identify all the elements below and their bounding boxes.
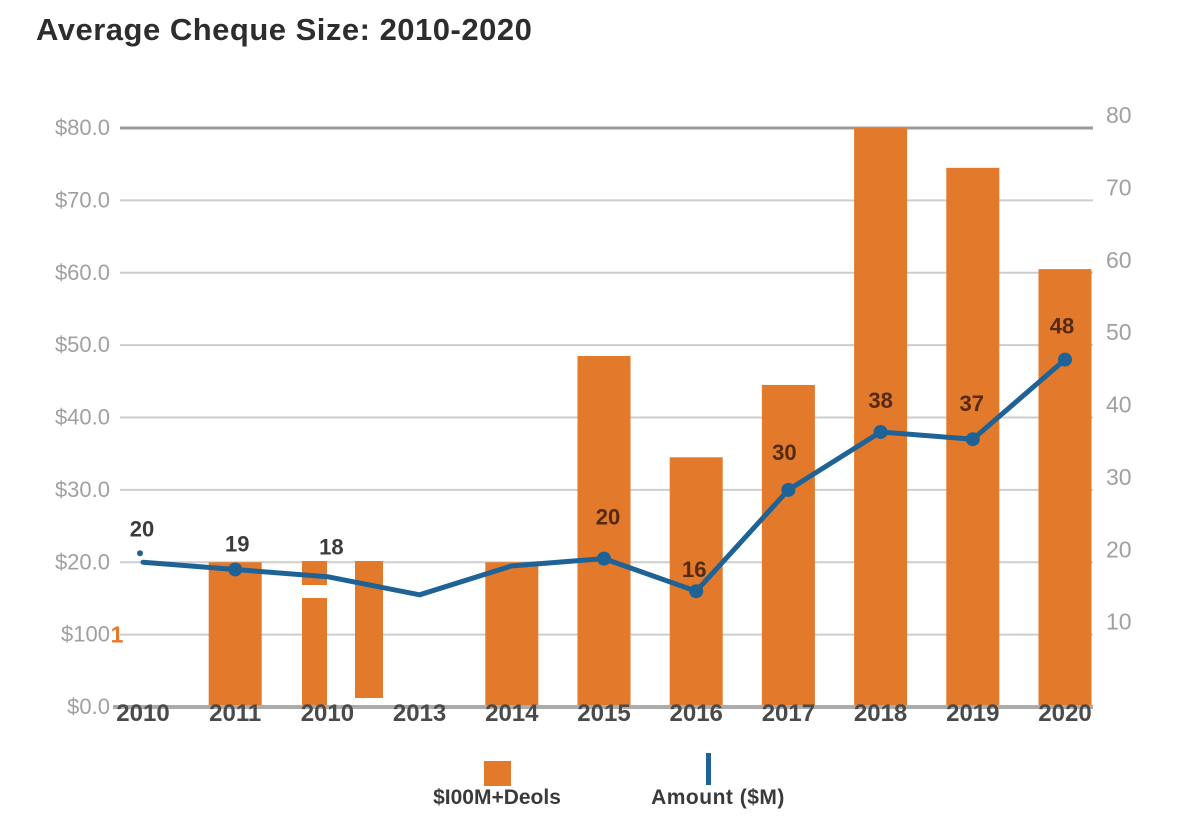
- bar-strip-a: [302, 561, 327, 705]
- bar-2011: [208, 562, 262, 705]
- x-label-7: 2017: [762, 700, 815, 727]
- line-marker-6: [689, 584, 704, 599]
- x-label-6: 2016: [670, 700, 723, 727]
- point-label-6: 16: [682, 557, 706, 582]
- line-marker-10: [1058, 352, 1072, 367]
- point-label-0: 20: [130, 516, 154, 541]
- bar-strip-notch: [300, 585, 329, 598]
- x-label-5: 2015: [577, 700, 630, 727]
- x-label-1: 2011: [209, 700, 261, 727]
- y-left-label-1: $70.0: [55, 187, 110, 212]
- x-label-0: 2010: [116, 700, 169, 727]
- x-label-3: 2013: [393, 700, 446, 727]
- point-label-9: 37: [960, 391, 984, 416]
- bar-2017: [761, 384, 815, 705]
- line-marker-8: [873, 424, 888, 439]
- x-label-8: 2018: [854, 700, 907, 727]
- line-marker-1: [228, 562, 243, 577]
- y-right-label-6: 20: [1106, 536, 1132, 562]
- legend-bar-label: $I00M+Deols: [433, 786, 561, 809]
- x-label-10: 2020: [1038, 700, 1091, 727]
- line-marker-7: [781, 482, 796, 497]
- y-right-label-4: 40: [1106, 392, 1132, 418]
- x-label-4: 2014: [485, 700, 539, 727]
- bar-2020: [1038, 269, 1092, 705]
- bar-2018: [854, 128, 908, 705]
- x-label-2: 2010: [301, 700, 354, 727]
- bar-2014: [485, 562, 539, 705]
- point-label-2: 18: [319, 535, 343, 560]
- legend-line-swatch: [706, 753, 711, 785]
- y-right-label-3: 50: [1106, 319, 1132, 345]
- y-left-label-8: $0.0: [67, 694, 110, 719]
- y-right-label-5: 30: [1106, 464, 1132, 490]
- y-left-label-2: $60.0: [55, 260, 110, 285]
- y-left-label-7: $100: [61, 622, 110, 647]
- y-right-label-7: 10: [1106, 609, 1132, 635]
- bar-2016: [669, 457, 723, 705]
- y-right-label-0: 80: [1106, 102, 1132, 128]
- point-label-8: 38: [868, 388, 892, 413]
- y-left-label-6: $20.0: [55, 549, 110, 574]
- chart-title: Average Cheque Size: 2010-2020: [36, 12, 533, 47]
- point-label-1: 19: [225, 531, 249, 556]
- y-left-label-3: $50.0: [55, 332, 110, 357]
- line-marker-5: [597, 551, 611, 566]
- x-label-9: 2019: [946, 700, 999, 727]
- legend-bar-swatch: [484, 761, 511, 786]
- stray-orange-label: 1: [111, 622, 124, 648]
- line-marker-9: [965, 432, 980, 447]
- y-right-label-2: 60: [1106, 247, 1132, 273]
- y-right-label-1: 70: [1106, 174, 1132, 200]
- point-label-5: 20: [596, 505, 620, 530]
- legend-line-label: Amount ($M): [651, 786, 785, 809]
- line-marker-0: [137, 550, 143, 557]
- y-left-label-0: $80.0: [55, 115, 110, 140]
- y-left-label-4: $40.0: [55, 405, 110, 430]
- point-label-10: 48: [1050, 314, 1074, 339]
- bar-2015: [577, 355, 631, 705]
- y-left-label-5: $30.0: [55, 477, 110, 502]
- point-label-7: 30: [772, 440, 796, 465]
